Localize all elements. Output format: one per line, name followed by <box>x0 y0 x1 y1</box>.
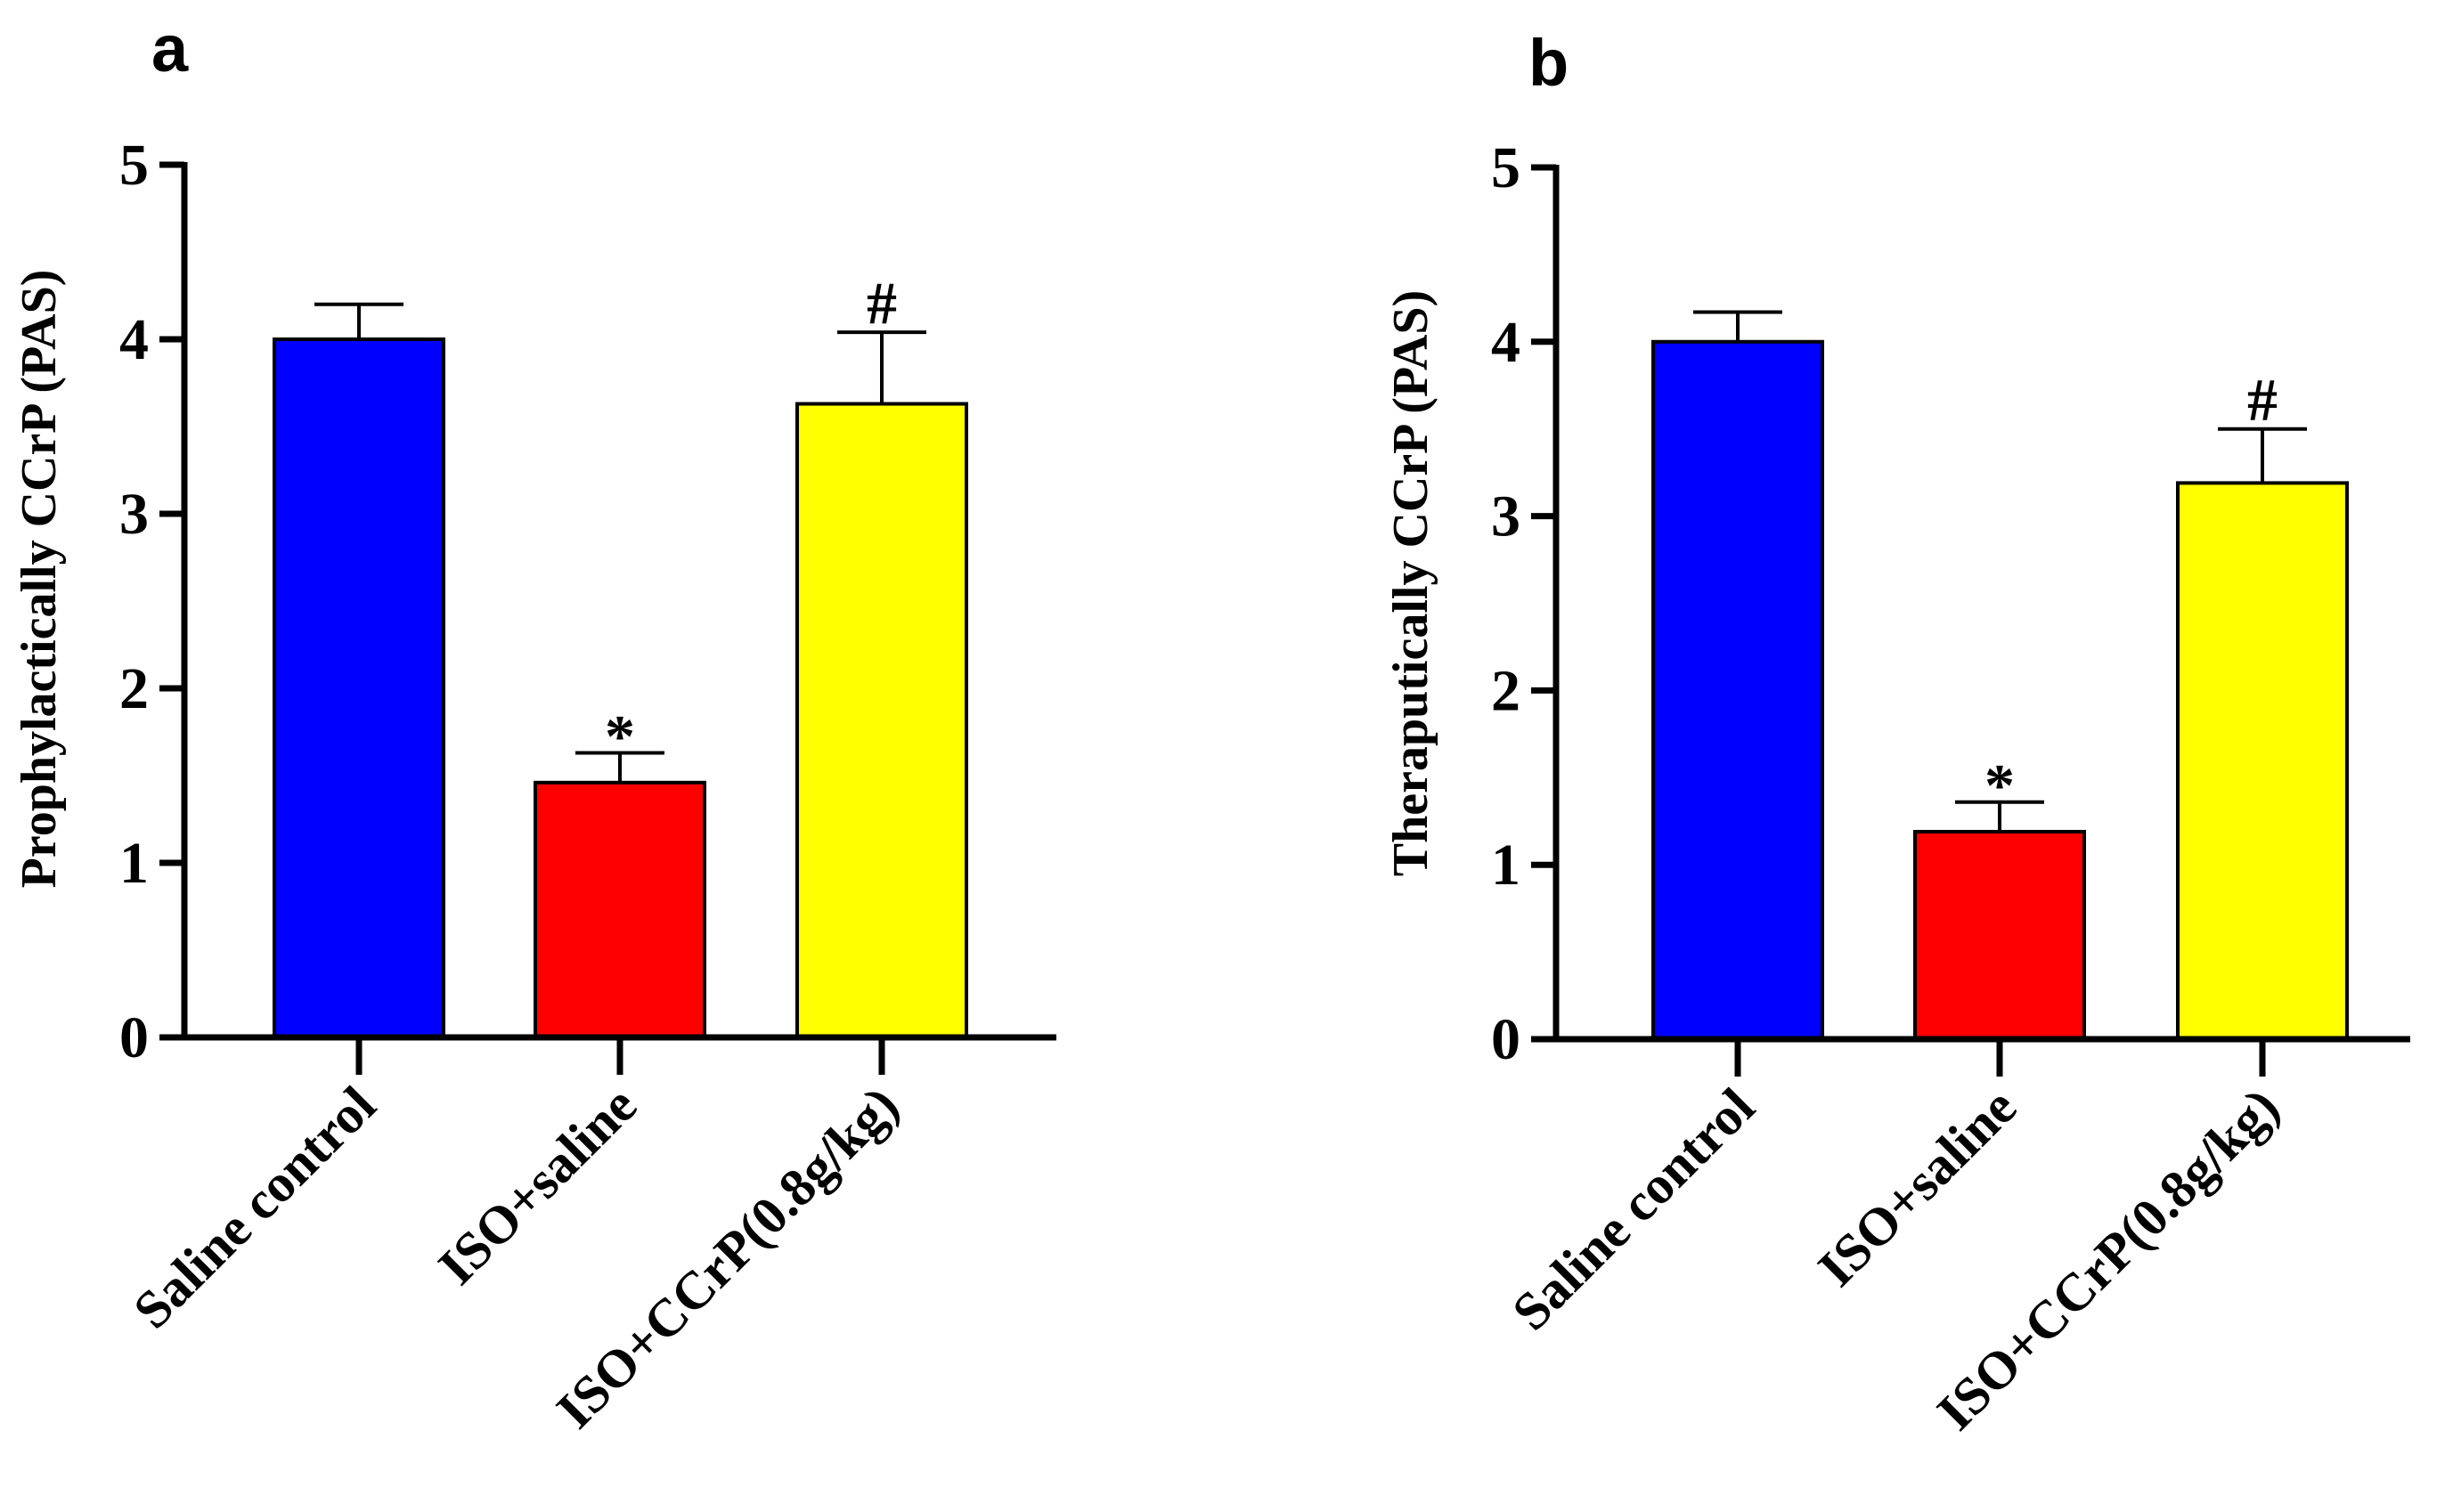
y-tick-label: 5 <box>119 133 149 198</box>
y-tick-label: 3 <box>1491 484 1520 549</box>
y-tick-label: 0 <box>1491 1007 1520 1072</box>
bar-2 <box>534 780 706 1040</box>
y-axis-label: Theraputically CCrP (PAS) <box>1383 290 1438 876</box>
y-tick-label: 4 <box>119 307 149 372</box>
significance-mark-3: # <box>2247 366 2278 434</box>
x-tick-label: Saline control <box>122 1076 387 1340</box>
x-tick-label: Saline control <box>1501 1077 1765 1342</box>
panel-label: a <box>151 12 189 85</box>
panel-label: b <box>1528 26 1569 100</box>
significance-mark-3: # <box>867 269 897 337</box>
x-tick-label: ISO+saline <box>428 1076 648 1297</box>
y-tick-label: 1 <box>1491 833 1520 898</box>
x-tick-label: ISO+saline <box>1807 1077 2028 1298</box>
y-tick-label: 2 <box>1491 658 1520 723</box>
significance-mark-2: * <box>1984 752 2015 819</box>
significance-mark-2: * <box>605 703 635 770</box>
y-tick-label: 5 <box>1491 135 1520 200</box>
bar-1 <box>273 337 445 1039</box>
bar-3 <box>2176 481 2349 1041</box>
y-axis-label: Prophylactically CCrP (PAS) <box>12 270 67 889</box>
y-tick-label: 0 <box>119 1005 149 1070</box>
bar-3 <box>795 402 968 1039</box>
y-tick-label: 4 <box>1491 310 1520 375</box>
bar-1 <box>1651 339 1824 1041</box>
bar-2 <box>1913 829 2086 1041</box>
y-tick-label: 3 <box>119 482 149 547</box>
y-tick-label: 1 <box>119 831 149 896</box>
y-tick-label: 2 <box>119 656 149 721</box>
